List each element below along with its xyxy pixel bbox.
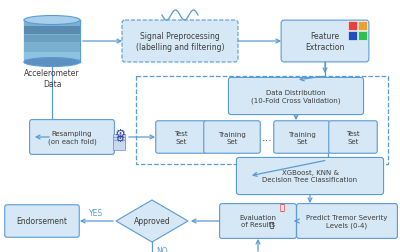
FancyBboxPatch shape <box>156 121 206 154</box>
Bar <box>24 52 80 60</box>
FancyBboxPatch shape <box>204 121 260 154</box>
Text: Evaluation
of Results: Evaluation of Results <box>240 215 276 228</box>
Text: XGBoost, KNN &
Decision Tree Classification: XGBoost, KNN & Decision Tree Classificat… <box>262 170 358 183</box>
Bar <box>136 77 388 164</box>
FancyBboxPatch shape <box>281 21 369 63</box>
Text: Signal Preprocessing
(labelling and filtering): Signal Preprocessing (labelling and filt… <box>136 32 224 51</box>
Text: Training
Set: Training Set <box>288 131 316 144</box>
Bar <box>113 135 125 144</box>
FancyBboxPatch shape <box>5 205 79 237</box>
Polygon shape <box>116 200 188 242</box>
Text: Accelerometer
Data: Accelerometer Data <box>24 69 80 88</box>
Text: Approved: Approved <box>134 217 170 226</box>
Text: Feature
Extraction: Feature Extraction <box>305 32 345 51</box>
Text: ⚙: ⚙ <box>114 127 126 140</box>
FancyBboxPatch shape <box>274 121 330 154</box>
Ellipse shape <box>24 58 80 67</box>
Bar <box>348 32 357 41</box>
Text: Resampling
(on each fold): Resampling (on each fold) <box>48 131 96 144</box>
FancyBboxPatch shape <box>220 204 296 238</box>
Text: ⚙: ⚙ <box>115 134 123 143</box>
Text: Endorsement: Endorsement <box>16 217 68 226</box>
Bar <box>358 22 367 31</box>
Ellipse shape <box>24 16 80 25</box>
FancyBboxPatch shape <box>30 120 114 155</box>
Text: Test
Set: Test Set <box>174 131 188 144</box>
Bar <box>113 140 125 150</box>
FancyBboxPatch shape <box>228 78 364 115</box>
Text: YES: YES <box>90 208 104 217</box>
Bar <box>113 137 125 147</box>
Bar <box>24 36 80 43</box>
Text: NO: NO <box>156 246 168 252</box>
FancyBboxPatch shape <box>329 121 377 154</box>
Text: Test
Set: Test Set <box>346 131 360 144</box>
Bar <box>348 22 357 31</box>
FancyBboxPatch shape <box>236 158 384 195</box>
Text: Training
Set: Training Set <box>218 131 246 144</box>
Bar <box>358 32 367 41</box>
Text: 🚩: 🚩 <box>280 203 284 212</box>
Text: Data Distribution
(10-Fold Cross Validation): Data Distribution (10-Fold Cross Validat… <box>251 90 341 103</box>
FancyBboxPatch shape <box>297 204 398 238</box>
Bar <box>24 44 80 51</box>
Text: Predict Tremor Severity
Levels (0-4): Predict Tremor Severity Levels (0-4) <box>306 214 388 228</box>
Bar <box>24 21 80 63</box>
FancyBboxPatch shape <box>122 21 238 63</box>
Text: ...: ... <box>262 133 272 142</box>
Text: 💡: 💡 <box>270 221 274 227</box>
Bar <box>24 27 80 35</box>
